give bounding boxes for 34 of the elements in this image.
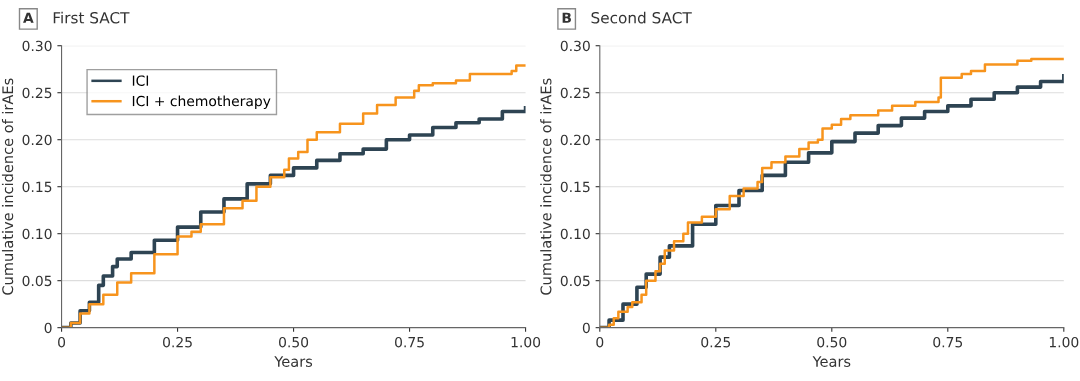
- x-tick-label: 0: [596, 336, 604, 348]
- chart-title: First SACT: [53, 11, 130, 24]
- legend-label: ICI: [132, 75, 149, 86]
- y-axis-title: Cumulative incidence of irAEs: [540, 78, 552, 295]
- text: B: [562, 12, 571, 23]
- y-tick-label: 0.30: [22, 40, 52, 52]
- x-tick-label: 0.25: [163, 336, 192, 348]
- y-tick-label: 0.15: [22, 181, 52, 193]
- x-axis-title: Years: [274, 356, 313, 367]
- y-axis-title: Cumulative incidence of irAEs: [1, 78, 14, 295]
- y-tick-label: 0.20: [22, 134, 52, 146]
- y-tick-label: 0.10: [22, 228, 52, 240]
- y-tick-label: 0.20: [560, 134, 590, 146]
- y-tick-label: 0.05: [560, 275, 590, 287]
- y-tick-label: 0.10: [560, 228, 590, 240]
- x-tick-label: 0: [58, 336, 66, 348]
- y-tick-label: 0.30: [560, 40, 590, 52]
- y-tick-label: 0.15: [560, 181, 590, 193]
- text: A: [23, 12, 34, 23]
- y-tick-label: 0: [582, 322, 590, 334]
- chart-title: Second SACT: [591, 11, 692, 24]
- x-tick-label: 0.75: [933, 336, 963, 348]
- x-tick-label: 0.50: [279, 336, 309, 348]
- x-tick-label: 0.25: [701, 336, 731, 348]
- x-tick-label: 0.50: [817, 336, 847, 348]
- y-tick-label: 0.25: [22, 87, 52, 99]
- legend-label: ICI + chemotherapy: [132, 95, 271, 109]
- x-tick-label: 1.00: [1049, 336, 1079, 348]
- y-tick-label: 0.25: [560, 87, 590, 99]
- y-tick-label: 0.05: [22, 275, 52, 287]
- y-tick-label: 0: [44, 322, 52, 334]
- x-tick-label: 1.00: [511, 336, 541, 348]
- x-axis-title: Years: [812, 356, 851, 367]
- x-tick-label: 0.75: [395, 336, 424, 348]
